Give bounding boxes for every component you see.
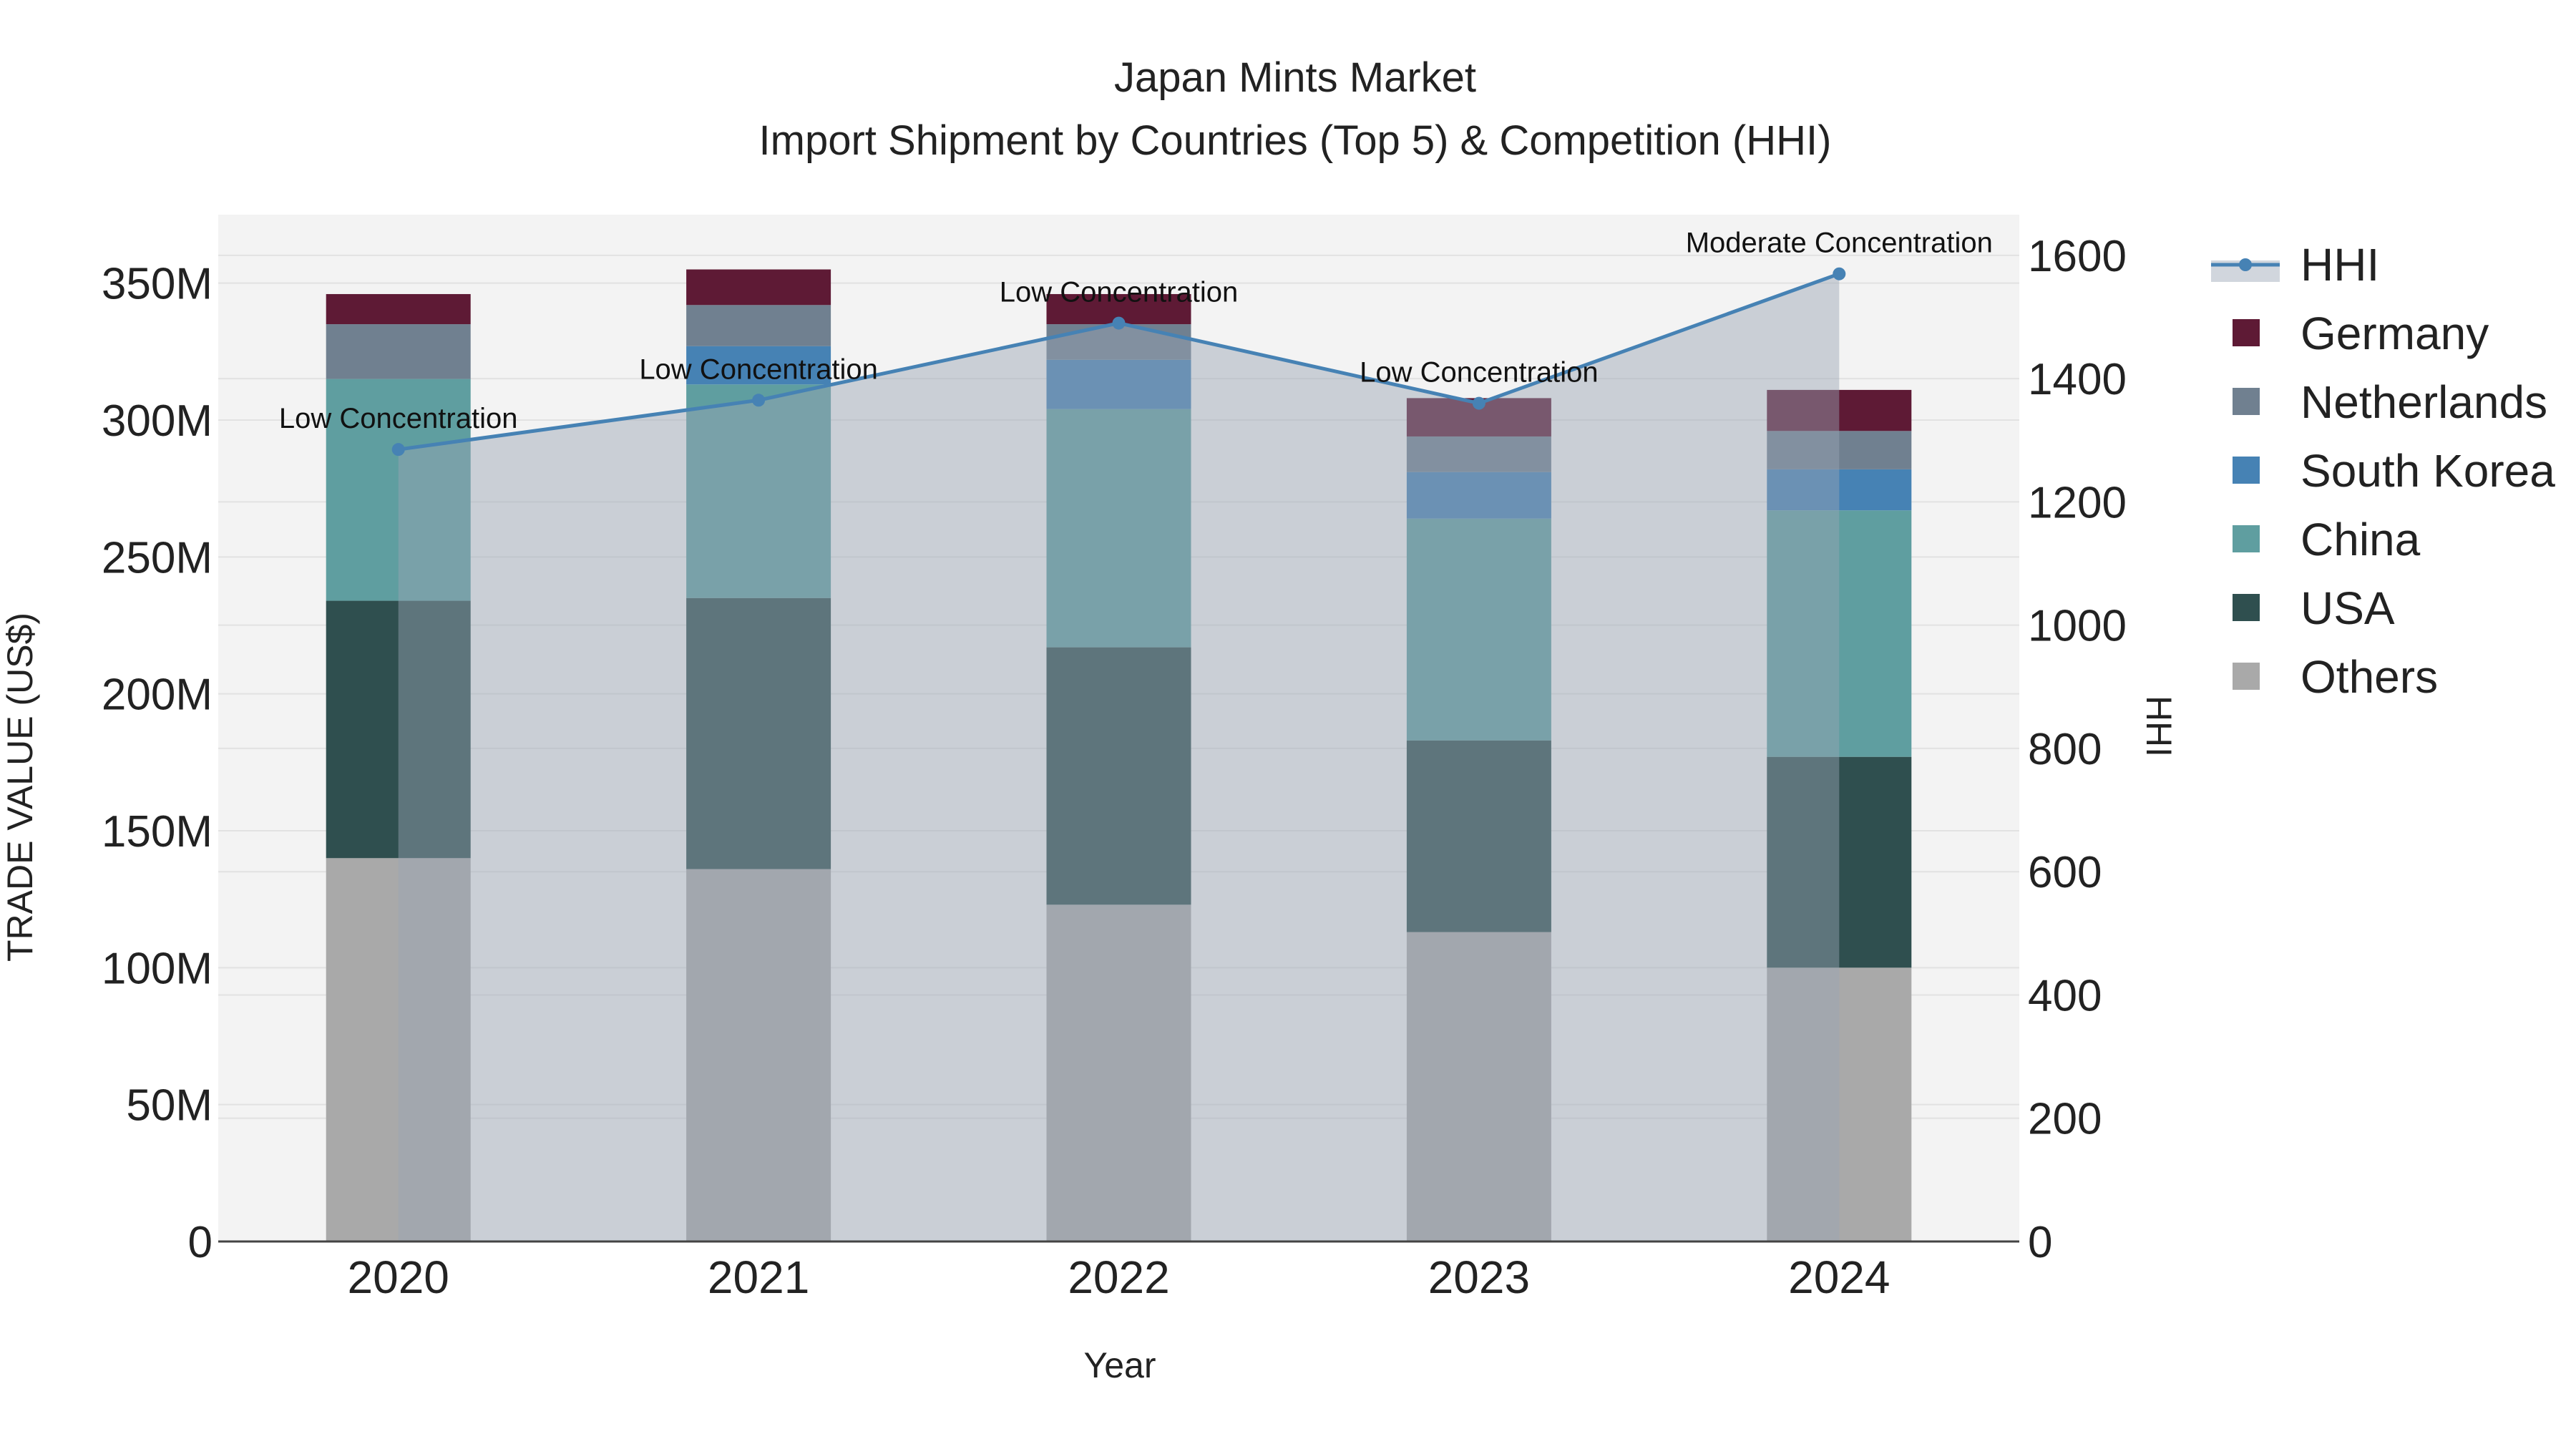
legend-swatch-germany: [2233, 319, 2260, 346]
y-tick-label: 150M: [102, 807, 213, 857]
legend-swatch-others: [2233, 663, 2260, 690]
x-tick-label-2022: 2022: [1068, 1252, 1169, 1303]
bar-others-2022: [1046, 904, 1191, 1241]
legend-swatch-china: [2233, 525, 2260, 552]
legend-label-netherlands: Netherlands: [2301, 376, 2547, 428]
y-tick-label: 200M: [102, 670, 213, 720]
legend-label-usa: USA: [2301, 582, 2395, 634]
legend-label-hhi: HHI: [2301, 239, 2379, 291]
bars: [326, 269, 1912, 1241]
y-tick-label: 50M: [126, 1081, 213, 1131]
y2-tick-label: 1600: [2028, 232, 2127, 281]
hhi-annotation-2024: Moderate Concentration: [1686, 228, 1993, 259]
bar-china-2022: [1046, 409, 1191, 648]
bar-china-2020: [326, 379, 471, 601]
y2-tick-label: 0: [2028, 1218, 2052, 1267]
hhi-annotation-2023: Low Concentration: [1360, 357, 1599, 389]
hhi-point-2024: [1833, 267, 1846, 280]
bar-netherlands-2021: [686, 305, 831, 346]
bar-usa-2021: [686, 597, 831, 869]
y-tick-label: 100M: [102, 944, 213, 993]
y2-tick-label: 1400: [2028, 355, 2127, 404]
y2-tick-label: 600: [2028, 848, 2102, 897]
bar-netherlands-2020: [326, 324, 471, 379]
hhi-point-2023: [1472, 396, 1485, 410]
chart-subtitle: Import Shipment by Countries (Top 5) & C…: [759, 117, 1832, 164]
legend: HHI Germany Netherlands South Korea China USA…: [2211, 239, 2555, 703]
y2-tick-label: 1200: [2028, 478, 2127, 527]
bar-south-korea-2021: [686, 346, 831, 385]
hhi-point-2020: [391, 443, 405, 457]
x-tick-label-2024: 2024: [1788, 1252, 1890, 1303]
y2-tick-label: 200: [2028, 1095, 2102, 1144]
legend-label-china: China: [2301, 514, 2421, 565]
bar-others-2023: [1406, 932, 1551, 1241]
y-tick-label: 300M: [102, 396, 213, 446]
legend-label-others: Others: [2301, 651, 2438, 703]
hhi-point-2021: [752, 394, 766, 407]
bar-china-2021: [686, 384, 831, 598]
bar-china-2023: [1406, 518, 1551, 741]
bar-usa-2020: [326, 600, 471, 859]
bar-germany-2020: [326, 293, 471, 325]
bar-netherlands-2022: [1046, 324, 1191, 360]
bar-south-korea-2024: [1767, 469, 1912, 511]
bar-others-2024: [1767, 967, 1912, 1241]
y2-axis-title: HHI: [2139, 696, 2179, 757]
bar-germany-2024: [1767, 389, 1912, 431]
bar-netherlands-2023: [1406, 436, 1551, 472]
bar-others-2020: [326, 858, 471, 1241]
bar-south-korea-2022: [1046, 359, 1191, 409]
legend-swatch-netherlands: [2233, 388, 2260, 415]
x-tick-label-2020: 2020: [348, 1252, 449, 1303]
y-axis-title: TRADE VALUE (US$): [0, 613, 40, 962]
legend-swatch-hhi-marker: [2239, 258, 2252, 271]
bar-china-2024: [1767, 510, 1912, 757]
hhi-area: [398, 273, 1840, 1241]
x-tick-label-2021: 2021: [708, 1252, 809, 1303]
bar-usa-2024: [1767, 756, 1912, 968]
bar-south-korea-2023: [1406, 472, 1551, 519]
y2-tick-label: 400: [2028, 971, 2102, 1020]
y-tick-label: 250M: [102, 533, 213, 582]
legend-label-germany: Germany: [2301, 308, 2489, 359]
bar-usa-2022: [1046, 647, 1191, 905]
x-tick-label-2023: 2023: [1428, 1252, 1530, 1303]
bar-germany-2021: [686, 269, 831, 306]
chart-title: Japan Mints Market: [1114, 54, 1476, 101]
hhi-annotation-2022: Low Concentration: [1000, 277, 1239, 308]
x-axis-title: Year: [1083, 1345, 1156, 1385]
legend-label-south-korea: South Korea: [2301, 445, 2555, 497]
legend-swatch-south-korea: [2233, 457, 2260, 484]
hhi-annotation-2020: Low Concentration: [279, 403, 518, 434]
y-tick-label: 350M: [102, 260, 213, 309]
bar-others-2021: [686, 869, 831, 1241]
hhi-point-2022: [1112, 316, 1126, 330]
hhi-annotation-2021: Low Concentration: [639, 353, 878, 385]
legend-swatch-usa: [2233, 594, 2260, 621]
y-tick-label: 0: [188, 1218, 213, 1267]
y2-tick-label: 1000: [2028, 602, 2127, 651]
bar-netherlands-2024: [1767, 431, 1912, 469]
y2-tick-label: 800: [2028, 725, 2102, 774]
bar-usa-2023: [1406, 740, 1551, 932]
